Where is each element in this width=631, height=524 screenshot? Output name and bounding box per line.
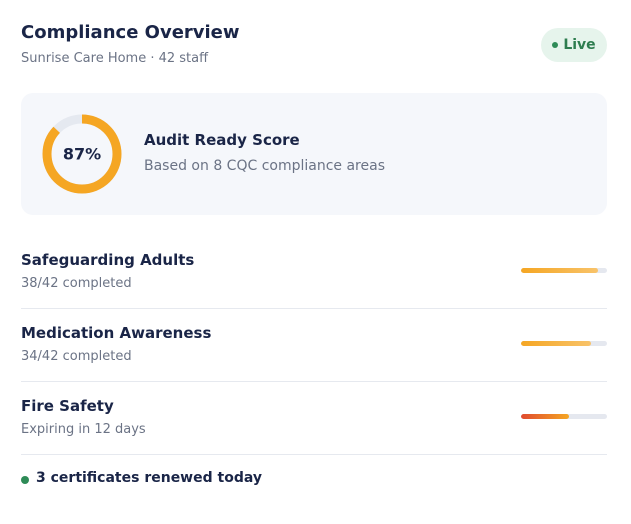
status-text: Live	[563, 37, 596, 53]
progress-fill	[521, 268, 599, 273]
divider	[21, 308, 607, 309]
item-detail: Expiring in 12 days	[21, 422, 146, 437]
progress-track	[521, 341, 607, 346]
score-label: 87%	[63, 145, 101, 164]
progress-track	[521, 414, 607, 419]
progress-fill	[521, 341, 591, 346]
progress-track	[521, 268, 607, 273]
title: Compliance Overview	[21, 22, 240, 43]
item-title: Fire Safety	[21, 397, 114, 415]
item-detail: 38/42 completed	[21, 276, 132, 291]
item-detail: 34/42 completed	[21, 349, 132, 364]
score-title: Audit Ready Score	[144, 131, 300, 149]
divider	[21, 454, 607, 455]
footer-text: 3 certificates renewed today	[36, 470, 262, 486]
footer-dot	[21, 476, 29, 484]
score-ring: 87%	[42, 114, 122, 194]
divider	[21, 381, 607, 382]
ring-progress	[42, 114, 122, 194]
subtitle: Sunrise Care Home · 42 staff	[21, 51, 209, 66]
score-subtitle: Based on 8 CQC compliance areas	[144, 158, 385, 174]
item-title: Medication Awareness	[21, 324, 212, 342]
status-dot	[552, 42, 559, 48]
progress-fill	[521, 414, 570, 419]
item-title: Safeguarding Adults	[21, 251, 195, 269]
status-pill: Live	[541, 28, 607, 62]
